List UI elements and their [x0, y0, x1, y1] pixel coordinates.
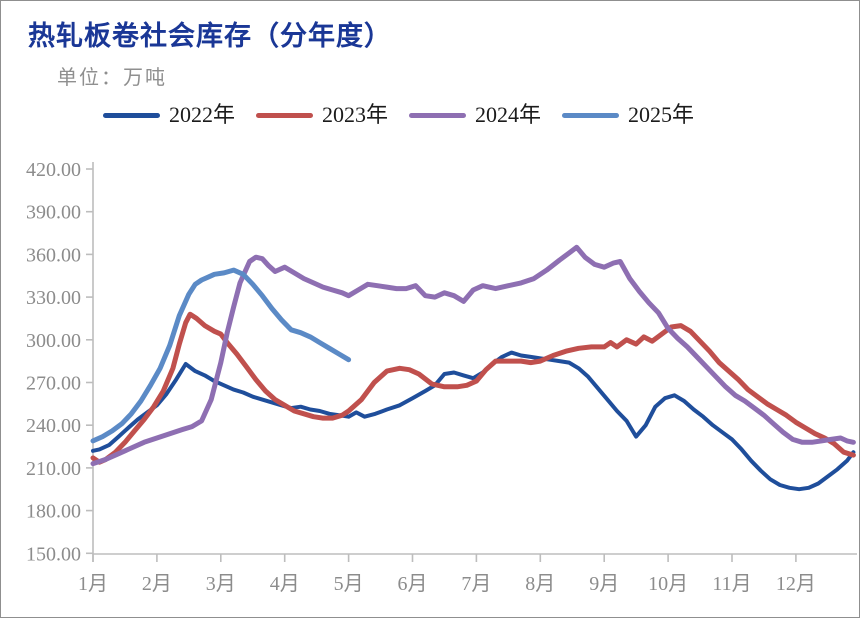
y-tick-label: 150.00	[26, 543, 81, 565]
legend-swatch	[409, 112, 467, 118]
legend-item-2024年: 2024年	[409, 102, 541, 128]
y-tick-label: 270.00	[26, 372, 81, 394]
series-line-2025年	[90, 267, 352, 444]
x-tick-label: 11月	[712, 573, 751, 595]
y-tick-label: 420.00	[26, 159, 81, 181]
y-tick-label: 330.00	[26, 287, 81, 309]
series-line-2023年	[90, 311, 856, 465]
legend-item-2022年: 2022年	[103, 102, 235, 128]
x-tick-label: 9月	[589, 573, 619, 595]
legend-item-2023年: 2023年	[256, 102, 388, 128]
y-tick-label: 180.00	[26, 501, 81, 523]
y-tick-label: 300.00	[26, 330, 81, 352]
series-line-2024年	[90, 244, 856, 467]
x-tick-label: 3月	[206, 573, 236, 595]
legend-swatch	[256, 112, 314, 118]
legend-label: 2023年	[322, 102, 389, 127]
y-tick-label: 360.00	[26, 244, 81, 266]
legend-label: 2022年	[169, 102, 236, 127]
legend-label: 2025年	[628, 102, 695, 127]
series-line-2022年	[91, 350, 856, 492]
legend-swatch	[103, 112, 160, 118]
legend-label: 2024年	[475, 102, 542, 127]
y-tick-label: 390.00	[26, 202, 81, 224]
y-tick-label: 240.00	[26, 415, 81, 437]
x-tick-label: 10月	[648, 573, 688, 595]
legend: 2022年 2023年 2024年 2025年	[103, 102, 694, 128]
unit-label: 单位：万吨	[57, 67, 167, 89]
x-tick-label: 6月	[398, 573, 428, 595]
chart-title: 热轧板卷社会库存（分年度）	[28, 21, 392, 51]
x-tick-label: 7月	[461, 573, 491, 595]
x-tick-label: 2月	[142, 573, 172, 595]
x-tick-label: 4月	[270, 573, 300, 595]
legend-swatch	[562, 112, 620, 118]
x-tick-label: 8月	[525, 573, 555, 595]
axis-lines	[92, 162, 857, 562]
y-tick-label: 210.00	[26, 458, 81, 480]
x-tick-label: 5月	[334, 573, 364, 595]
x-tick-label: 1月	[78, 573, 108, 595]
x-tick-label: 12月	[776, 573, 816, 595]
legend-item-2025年: 2025年	[562, 102, 694, 128]
